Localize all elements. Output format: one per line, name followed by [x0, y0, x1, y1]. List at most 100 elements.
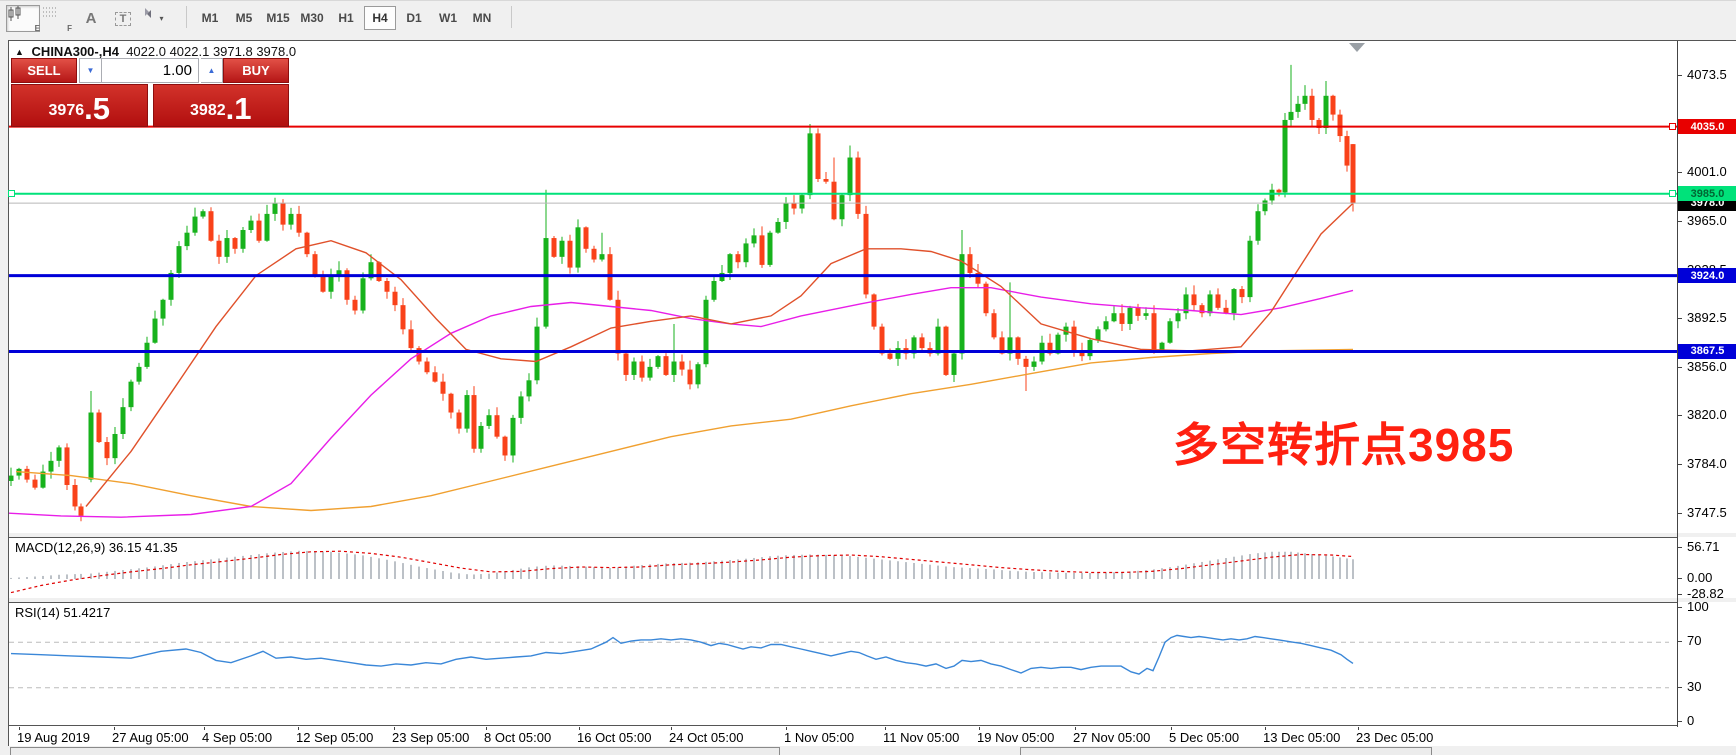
time-tick [1171, 727, 1172, 730]
candlestick-icon [8, 6, 21, 21]
time-tick-label: 5 Dec 05:00 [1169, 730, 1240, 745]
price-tick [1677, 317, 1682, 319]
price-line-badge: 4035.0 [1678, 119, 1736, 135]
timeframe-M30[interactable]: M30 [300, 11, 324, 25]
pane-divider[interactable] [9, 598, 1736, 602]
price-tick-label: 4073.5 [1687, 67, 1727, 82]
price-tick-label: 4001.0 [1687, 164, 1727, 180]
cycles-tool-button[interactable]: ▾ [140, 5, 180, 32]
time-tick-label: 1 Nov 05:00 [784, 730, 855, 745]
main-chart-canvas[interactable] [9, 41, 1677, 533]
time-tick [1358, 727, 1359, 730]
price-tick-label: 3965.0 [1687, 212, 1727, 228]
rsi-tick [1677, 607, 1682, 608]
rsi-tick [1677, 641, 1682, 643]
chart-annotation-text[interactable]: 多空转折点3985 [1173, 419, 1515, 471]
time-scale[interactable]: 19 Aug 2019 27 Aug 05:00 4 Sep 05:00 12 Sep… [9, 727, 1736, 746]
timeframe-MN[interactable]: MN [472, 11, 492, 25]
rsi-label: RSI(14) 51.4217 [15, 605, 111, 620]
rsi-tick-label: 30 [1687, 678, 1702, 694]
chevron-down-icon: ▾ [159, 14, 164, 23]
macd-canvas[interactable] [9, 538, 1677, 599]
chart-shift-marker-icon[interactable] [1349, 43, 1365, 52]
grid-icon [43, 7, 58, 17]
macd-tick-label: 56.71 [1687, 539, 1720, 555]
macd-tick [1677, 547, 1682, 549]
pane-divider[interactable] [9, 533, 1736, 537]
time-tick-label: 27 Aug 05:00 [112, 730, 189, 745]
price-line-handle[interactable] [1669, 123, 1676, 131]
price-tick-label: 3820.0 [1687, 407, 1727, 423]
timeframe-W1[interactable]: W1 [439, 11, 457, 25]
candlestick-chart-button[interactable]: E [6, 5, 40, 33]
price-line-handle[interactable] [8, 190, 15, 198]
price-line-handle[interactable] [1669, 190, 1676, 198]
rsi-tick-label: 100 [1687, 599, 1709, 614]
macd-tick-label: -28.82 [1687, 585, 1724, 601]
macd-tick-label: 0.00 [1687, 570, 1713, 585]
time-tick-label: 8 Oct 05:00 [484, 730, 552, 745]
text-label-button[interactable]: A [76, 5, 106, 32]
minimized-chart-window[interactable] [1020, 747, 1432, 755]
text-box-button[interactable]: T [108, 5, 138, 32]
price-tick [1677, 75, 1682, 76]
time-tick-label: 23 Sep 05:00 [392, 730, 470, 745]
time-tick-label: 4 Sep 05:00 [202, 730, 273, 745]
time-tick [486, 727, 487, 730]
chart-title-ohlc: 4022.0 4022.1 3971.8 3978.0 [126, 44, 297, 59]
volume-decrease-button[interactable]: ▼ [79, 58, 101, 83]
one-click-trading-panel: SELL ▼ 1.00 ▲ BUY 3976 .5 3982 .1 [11, 58, 289, 127]
time-tick-label: 24 Oct 05:00 [669, 730, 744, 745]
timeframe-H1[interactable]: H1 [338, 11, 354, 25]
buy-price-button[interactable]: 3982 .1 [152, 84, 289, 127]
price-tick-label: 3892.5 [1687, 309, 1727, 325]
macd-tick [1677, 578, 1682, 579]
price-line-badge: 3867.5 [1678, 343, 1736, 359]
time-tick-label: 19 Nov 05:00 [977, 730, 1055, 745]
timeframe-M15[interactable]: M15 [266, 11, 290, 25]
collapse-arrow-icon[interactable]: ▲ [15, 47, 24, 57]
cycles-icon [145, 8, 151, 18]
timeframe-M1[interactable]: M1 [201, 11, 219, 25]
timeframe-D1[interactable]: D1 [406, 11, 422, 25]
minimized-chart-window[interactable] [10, 747, 780, 755]
rsi-pane[interactable]: RSI(14) 51.4217 [9, 602, 1677, 726]
chart-title: ▲ CHINA300-,H4 4022.0 4022.1 3971.8 3978… [15, 44, 296, 59]
sell-price-pips: .5 [84, 91, 110, 126]
chart-icon-letter: E [34, 24, 40, 33]
time-tick [298, 727, 299, 730]
sell-price-button[interactable]: 3976 .5 [11, 84, 148, 127]
price-tick-label: 3856.0 [1687, 358, 1727, 374]
macd-pane[interactable]: MACD(12,26,9) 36.15 41.35 [9, 537, 1677, 600]
price-line-badge: 3924.0 [1678, 268, 1736, 284]
toolbar-separator [186, 6, 187, 28]
spin-up-icon: ▲ [207, 66, 216, 75]
chart-toolbar: E F A T ▾ M1 M5 M15 M30 H1 H4 D1 W1 MN [0, 0, 1736, 33]
rsi-tick [1677, 721, 1682, 722]
time-tick [394, 727, 395, 730]
macd-label: MACD(12,26,9) 36.15 41.35 [15, 540, 178, 555]
buy-button[interactable]: BUY [223, 58, 289, 83]
grid-icon-letter: F [67, 24, 72, 33]
time-tick [579, 727, 580, 730]
time-tick [1265, 727, 1266, 730]
time-tick [1075, 727, 1076, 730]
timeframe-M5[interactable]: M5 [235, 11, 253, 25]
rsi-tick-label: 70 [1687, 633, 1702, 649]
price-tick [1677, 220, 1682, 222]
rsi-canvas[interactable] [9, 603, 1677, 727]
sell-button[interactable]: SELL [11, 58, 77, 83]
timeframe-H4[interactable]: H4 [364, 6, 396, 30]
price-tick [1677, 172, 1682, 174]
time-tick-label: 23 Dec 05:00 [1356, 730, 1434, 745]
price-tick [1677, 463, 1682, 465]
time-tick-label: 13 Dec 05:00 [1263, 730, 1341, 745]
price-tick [1677, 512, 1682, 514]
price-tick [1677, 415, 1682, 417]
grid-button[interactable]: F [42, 5, 72, 33]
volume-increase-button[interactable]: ▲ [201, 58, 223, 83]
volume-input[interactable]: 1.00 [101, 58, 199, 83]
macd-tick [1677, 593, 1682, 595]
sell-price: 3976 [48, 102, 85, 119]
